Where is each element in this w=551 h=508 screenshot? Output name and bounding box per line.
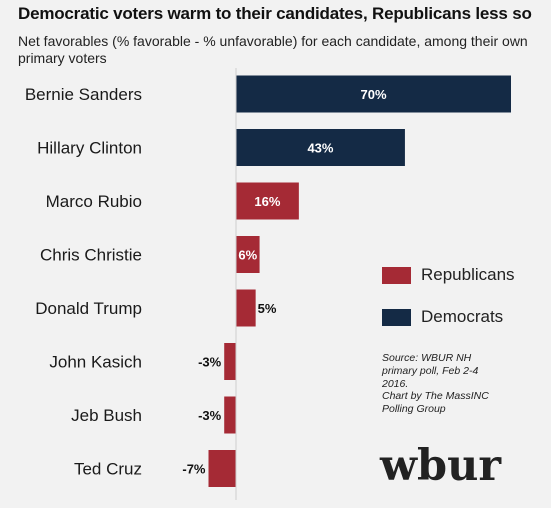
credit-note: Chart by The MassINC Polling Group (382, 390, 489, 415)
value-label-chris-christie: 6% (238, 248, 257, 263)
legend-swatch-republicans (382, 266, 411, 284)
bar-bernie-sanders (236, 75, 511, 113)
chart-title: Democratic voters warm to their candidat… (18, 4, 532, 23)
bar-ted-cruz (208, 450, 236, 487)
value-label-donald-trump: 5% (258, 301, 277, 316)
category-label-hillary-clinton: Hillary Clinton (37, 139, 142, 158)
value-label-hillary-clinton: 43% (307, 141, 333, 156)
category-label-jeb-bush: Jeb Bush (71, 406, 142, 425)
bar-chris-christie (236, 236, 260, 273)
value-label-jeb-bush: -3% (198, 408, 222, 423)
bar-marco-rubio (236, 182, 299, 220)
category-label-chris-christie: Chris Christie (40, 246, 142, 265)
wbur-logo: wbur (380, 441, 502, 491)
category-label-ted-cruz: Ted Cruz (74, 460, 142, 479)
legend-item-republicans: Republicans (382, 265, 515, 285)
legend-label-republicans: Republicans (421, 265, 515, 284)
value-label-marco-rubio: 16% (254, 194, 280, 209)
bar-john-kasich (224, 343, 236, 380)
bar-donald-trump (236, 289, 256, 327)
value-label-john-kasich: -3% (198, 355, 222, 370)
bar-hillary-clinton (236, 129, 405, 166)
category-label-john-kasich: John Kasich (49, 353, 142, 372)
value-label-bernie-sanders: 70% (360, 87, 386, 102)
legend-swatch-democrats (382, 308, 411, 326)
value-label-ted-cruz: -7% (182, 462, 206, 477)
bar-jeb-bush (224, 396, 236, 434)
legend-item-democrats: Democrats (382, 307, 503, 327)
category-label-marco-rubio: Marco Rubio (46, 192, 142, 211)
source-note: Source: WBUR NH primary poll, Feb 2-4 20… (382, 352, 479, 390)
chart-subtitle: Net favorables (% favorable - % unfavora… (18, 33, 528, 66)
category-label-bernie-sanders: Bernie Sanders (25, 85, 142, 104)
legend-label-democrats: Democrats (421, 307, 504, 326)
category-label-donald-trump: Donald Trump (35, 299, 142, 318)
